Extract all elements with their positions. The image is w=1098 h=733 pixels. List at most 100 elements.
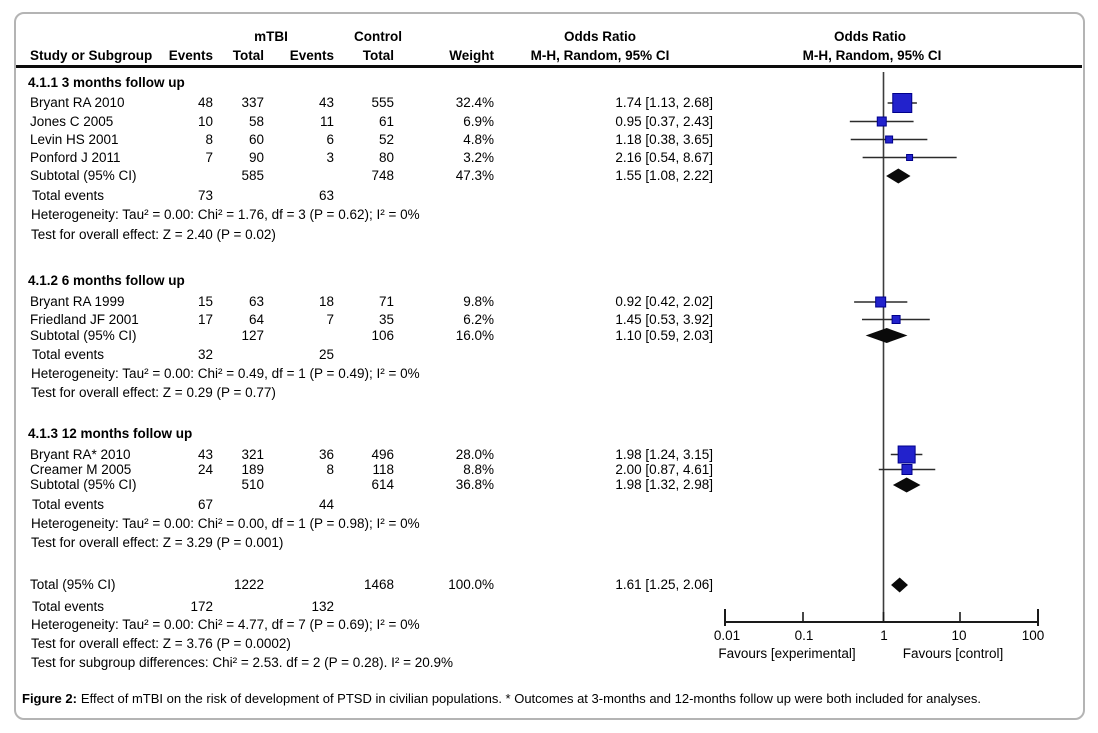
total-control-cell: 61	[378, 113, 394, 129]
or-ci-cell: 2.00 [0.87, 4.61]	[615, 461, 713, 477]
events-mtbi-cell: 7	[205, 149, 213, 165]
table-row: Bryant RA* 2010 43 321 36 496 28.0% 1.98 [1.24…	[0, 446, 1098, 464]
figure-caption-label: Figure 2:	[22, 691, 77, 706]
figure-caption-text: Effect of mTBI on the risk of developmen…	[80, 691, 982, 706]
table-row: Heterogeneity: Tau² = 0.00: Chi² = 1.76,…	[0, 206, 1098, 224]
total-control-cell: 496	[371, 446, 394, 462]
events-mtbi-cell: 172	[190, 598, 213, 614]
events-control-cell: 3	[326, 149, 334, 165]
or-ci-cell: 1.98 [1.24, 3.15]	[615, 446, 713, 462]
table-row: Jones C 2005 10 58 11 61 6.9% 0.95 [0.37, 2.43…	[0, 113, 1098, 131]
events-mtbi-cell: 73	[197, 188, 213, 203]
total-mtbi-cell: 1222	[233, 577, 264, 592]
or-method-header-left: M-H, Random, 95% CI	[530, 48, 670, 63]
events-control-cell: 44	[318, 496, 334, 512]
or-ci-cell: 1.10 [0.59, 2.03]	[615, 327, 713, 343]
table-row: Levin HS 2001 8 60 6 52 4.8% 1.18 [0.38, 3.65]	[0, 131, 1098, 149]
events-control-cell: 25	[318, 346, 334, 362]
total-control-cell: 748	[371, 168, 394, 183]
weight-cell: 16.0%	[455, 327, 494, 343]
or-ci-cell: 0.92 [0.42, 2.02]	[615, 294, 713, 309]
study-name: Bryant RA* 2010	[30, 446, 131, 462]
favours-right-label: Favours [control]	[902, 646, 1004, 661]
study-name: Bryant RA 2010	[30, 95, 125, 110]
overall-effect-text: Test for overall effect: Z = 3.29 (P = 0…	[31, 535, 284, 550]
total-events-label: Total events	[32, 598, 105, 614]
odds-ratio-header-left: Odds Ratio	[563, 29, 637, 44]
or-ci-cell: 1.98 [1.32, 2.98]	[615, 477, 713, 492]
table-row: Total events 67 44	[0, 496, 1098, 514]
table-row: Bryant RA 1999 15 63 18 71 9.8% 0.92 [0.42, 2.…	[0, 293, 1098, 311]
table-row: Total (95% CI) 1222 1468 100.0% 1.61 [1.25, …	[0, 576, 1098, 594]
events-control-cell: 8	[326, 461, 334, 477]
events-mtbi-cell: 8	[205, 131, 213, 147]
total-mtbi-cell: 58	[248, 113, 264, 129]
table-row: 4.1.3 12 months follow up	[0, 425, 1098, 443]
total-mtbi-cell: 585	[241, 168, 264, 183]
axis-tick-label: 0.01	[713, 628, 741, 643]
total-events-label: Total events	[32, 188, 105, 203]
table-row: Heterogeneity: Tau² = 0.00: Chi² = 0.49,…	[0, 365, 1098, 383]
weight-cell: 6.9%	[463, 113, 494, 129]
weight-cell: 32.4%	[455, 95, 494, 110]
total-control-cell: 80	[378, 149, 394, 165]
or-ci-cell: 1.18 [0.38, 3.65]	[615, 131, 713, 147]
total-label: Total (95% CI)	[30, 577, 116, 592]
total-control-cell: 35	[378, 311, 394, 327]
header-rule	[16, 65, 1082, 68]
events-control-cell: 6	[326, 131, 334, 147]
subtotal-label: Subtotal (95% CI)	[30, 477, 137, 492]
total-control-cell: 118	[372, 461, 394, 477]
or-ci-cell: 1.61 [1.25, 2.06]	[615, 577, 713, 592]
table-row: Test for subgroup differences: Chi² = 2.…	[0, 654, 1098, 672]
axis-tick-label: 10	[951, 628, 967, 643]
events-mtbi-cell: 24	[197, 461, 213, 477]
total-events-label: Total events	[32, 496, 105, 512]
or-ci-cell: 1.45 [0.53, 3.92]	[615, 311, 713, 327]
weight-column-header: Weight	[449, 48, 494, 63]
or-ci-cell: 1.55 [1.08, 2.22]	[615, 168, 713, 183]
table-row: Ponford J 2011 7 90 3 80 3.2% 2.16 [0.54, 8.67…	[0, 149, 1098, 167]
total-mtbi-cell: 63	[248, 294, 264, 309]
figure-caption: Figure 2: Effect of mTBI on the risk of d…	[22, 691, 981, 706]
events-control-cell: 63	[318, 188, 334, 203]
section-title: 4.1.2 6 months follow up	[28, 273, 185, 288]
or-ci-cell: 1.74 [1.13, 2.68]	[615, 95, 713, 110]
total-mtbi-cell: 189	[241, 461, 264, 477]
study-name: Friedland JF 2001	[30, 311, 139, 327]
table-row: Subtotal (95% CI) 585 748 47.3% 1.55 [1.08, …	[0, 167, 1098, 185]
heterogeneity-text: Heterogeneity: Tau² = 0.00: Chi² = 4.77,…	[31, 617, 420, 632]
events-control-column-header: Events	[289, 48, 334, 63]
study-name: Ponford J 2011	[30, 149, 121, 165]
study-name: Creamer M 2005	[30, 461, 132, 477]
events-mtbi-column-header: Events	[168, 48, 213, 63]
table-row: 4.1.1 3 months follow up	[0, 74, 1098, 92]
study-name: Levin HS 2001	[30, 131, 119, 147]
table-row: Creamer M 2005 24 189 8 118 8.8% 2.00 [0.87, 4…	[0, 461, 1098, 479]
axis-tick-label: 1	[880, 628, 888, 643]
total-mtbi-cell: 127	[241, 327, 264, 343]
axis-tick-label: 0.1	[794, 628, 814, 643]
events-mtbi-cell: 32	[197, 346, 213, 362]
events-mtbi-cell: 43	[197, 446, 213, 462]
table-row: Bryant RA 2010 48 337 43 555 32.4% 1.74 [1.13,…	[0, 94, 1098, 112]
total-control-cell: 614	[371, 477, 394, 492]
table-row: Heterogeneity: Tau² = 0.00: Chi² = 0.00,…	[0, 515, 1098, 533]
total-mtbi-cell: 60	[248, 131, 264, 147]
table-row: Test for overall effect: Z = 3.76 (P = 0…	[0, 635, 1098, 653]
total-control-cell: 1468	[363, 577, 394, 592]
total-control-cell: 52	[378, 131, 394, 147]
weight-cell: 6.2%	[463, 311, 494, 327]
events-mtbi-cell: 17	[197, 311, 213, 327]
table-row: Total events 172 132	[0, 598, 1098, 616]
table-row: Subtotal (95% CI) 127 106 16.0% 1.10 [0.59, …	[0, 327, 1098, 345]
total-mtbi-cell: 321	[241, 446, 264, 462]
weight-cell: 36.8%	[455, 477, 494, 492]
overall-effect-text: Test for overall effect: Z = 2.40 (P = 0…	[31, 226, 276, 242]
or-ci-cell: 0.95 [0.37, 2.43]	[615, 113, 713, 129]
total-control-cell: 71	[378, 294, 394, 309]
events-mtbi-cell: 67	[197, 496, 213, 512]
table-row: 4.1.2 6 months follow up	[0, 272, 1098, 290]
or-method-header-right: M-H, Random, 95% CI	[802, 48, 942, 63]
